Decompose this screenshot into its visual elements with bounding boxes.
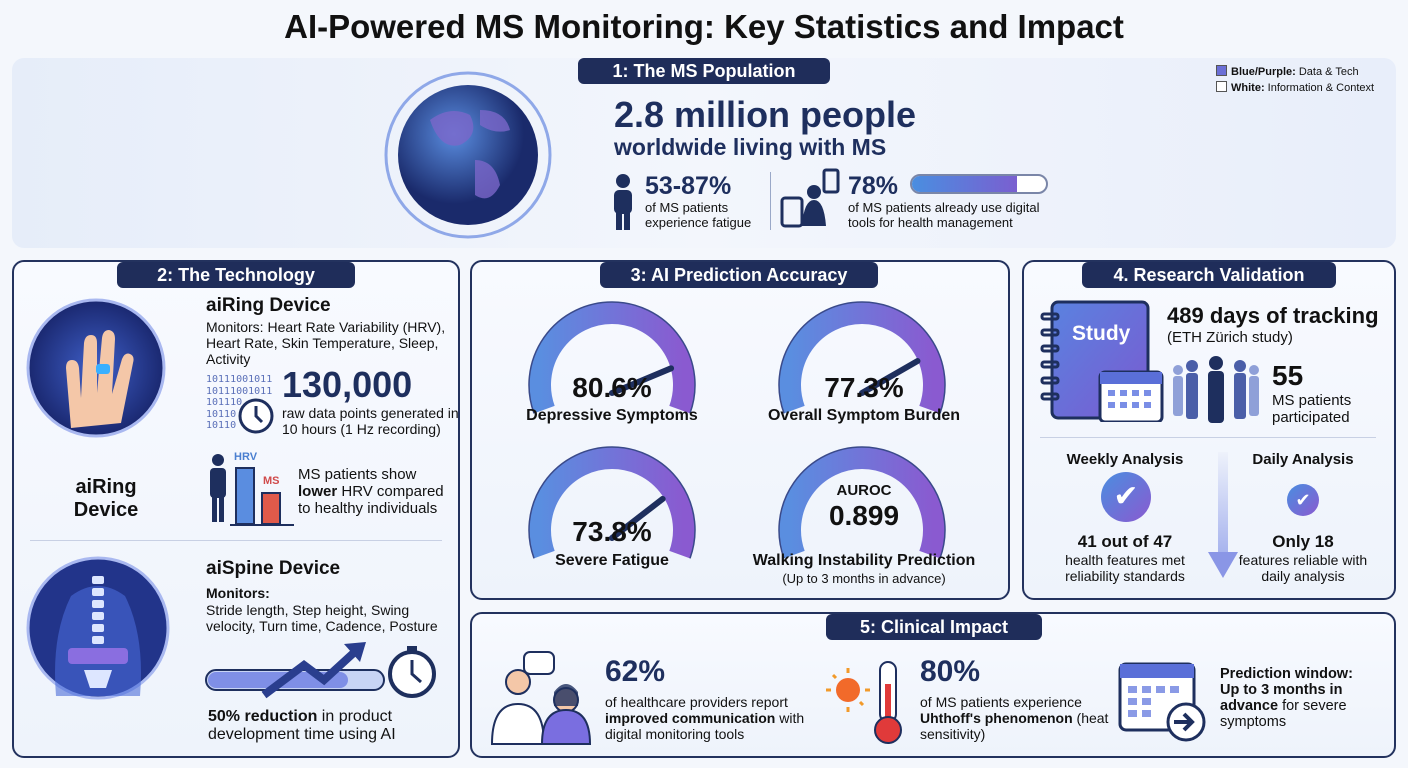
binary-line: 10110 [206, 408, 237, 420]
gauge-needle-overall [859, 358, 921, 396]
patients-count: 55 [1272, 360, 1304, 391]
communication-text: of healthcare providers report improved … [605, 694, 805, 742]
heat-text: of MS patients experience Uhthoff's phen… [920, 694, 1109, 742]
gauge-outline-walking [778, 446, 946, 559]
hrv-comparison-chart-icon [210, 454, 294, 526]
aispine-back-icon [26, 556, 170, 700]
section-divider [30, 540, 442, 541]
gauge-value-walking: 0.899 [828, 500, 900, 531]
digital-progress-bar [910, 174, 1048, 194]
study-name: (ETH Zürich study) [1167, 329, 1293, 346]
globe-icon [384, 71, 552, 239]
digital-percent: 78% [848, 172, 899, 200]
daily-check-icon: ✔ [1287, 484, 1319, 516]
section-5-header: 5: Clinical Impact [826, 614, 1042, 640]
section-1-header: 1: The MS Population [578, 58, 830, 84]
daily-title: Daily Analysis [1252, 451, 1354, 468]
aispine-title: aiSpine Device [206, 558, 341, 579]
airing-monitors: Monitors: Heart Rate Variability (HRV), … [206, 319, 446, 367]
section-3-header: 3: AI Prediction Accuracy [600, 262, 878, 288]
sun-thermometer-icon [826, 661, 902, 744]
speed-growth-icon [205, 642, 436, 699]
aispine-monitors-label: Monitors: [206, 585, 270, 601]
population-sub: worldwide living with MS [614, 134, 887, 160]
hrv-text: MS patients show lower HRV compared to h… [298, 466, 444, 517]
section-4-header: 4. Research Validation [1082, 262, 1336, 288]
study-notebook-icon [1040, 300, 1164, 422]
hrv-bar-label: HRV [234, 451, 258, 463]
doctor-patient-icon [490, 651, 592, 745]
fatigue-percent: 53-87% [645, 172, 732, 200]
page-title: AI-Powered MS Monitoring: Key Statistics… [284, 8, 1124, 45]
binary-data: 10111001011 10111001011 101110 10110 10110 [206, 374, 272, 432]
heat-percent: 80% [920, 655, 981, 688]
gauge-outline-overall [778, 301, 946, 414]
tracking-days: 489 days of tracking [1167, 303, 1379, 328]
weekly-number: 41 out of 47 [1077, 532, 1173, 551]
calendar-arrow-icon [1118, 662, 1206, 742]
gauge-value-overall: 77.3% [824, 372, 904, 403]
legend-item-white: White: Information & Context [1216, 80, 1374, 96]
weekly-title: Weekly Analysis [1066, 451, 1184, 468]
gauge-note-walking: (Up to 3 months in advance) [782, 571, 946, 586]
airing-hand-icon [26, 298, 166, 438]
prediction-window-text: Prediction window: Up to 3 months in adv… [1220, 666, 1353, 730]
gauge-arc-fatigue [529, 447, 695, 559]
binary-line: 101110 [206, 397, 243, 408]
gauge-prefix-auroc: AUROC [836, 482, 892, 499]
airing-image-label: aiRing Device [73, 476, 139, 521]
section-2-header: 2: The Technology [117, 262, 355, 288]
digital-progress-fill [912, 176, 1017, 192]
gauge-arc-walking [779, 447, 945, 559]
patients-text: MS patients participated [1272, 392, 1352, 426]
gauge-outline-depressive [528, 301, 696, 414]
color-legend: Blue/Purple: Data & Tech White: Informat… [1216, 64, 1374, 96]
gauge-needle-fatigue [609, 495, 666, 541]
section-prediction-accuracy [470, 260, 1010, 600]
gauge-value-depressive: 80.6% [572, 372, 652, 403]
study-book-label: Study [1072, 322, 1131, 345]
gauge-label-depressive: Depressive Symptoms [526, 407, 698, 424]
gauges [528, 301, 946, 559]
down-arrow-icon [1208, 452, 1238, 582]
section-divider [1040, 437, 1376, 438]
binary-line: 10111001011 [206, 385, 273, 397]
weekly-check-icon: ✔ [1101, 472, 1151, 522]
gauge-label-overall: Overall Symptom Burden [767, 407, 961, 424]
airing-title: aiRing Device [206, 295, 331, 316]
data-points-number: 130,000 [282, 364, 413, 405]
aispine-monitors: Stride length, Step height, Swing veloci… [206, 602, 438, 634]
daily-number: Only 18 [1272, 532, 1334, 551]
digital-devices-icon [780, 168, 840, 228]
weekly-text: health features met reliability standard… [1065, 552, 1185, 584]
population-headline: 2.8 million people [614, 94, 917, 135]
binary-line: 10111001011 [206, 374, 273, 385]
gauge-arc-depressive [529, 302, 695, 414]
communication-percent: 62% [605, 655, 666, 688]
patients-group-icon [1173, 356, 1259, 423]
binary-line: 10110 [206, 420, 237, 431]
gauge-label-fatigue: Severe Fatigue [555, 552, 669, 569]
clock-icon [238, 398, 274, 434]
divider [770, 172, 771, 230]
ms-bar-label: MS [263, 475, 280, 487]
daily-text: features reliable with daily analysis [1238, 552, 1368, 584]
gauge-needle-depressive [609, 365, 675, 396]
data-points-text: raw data points generated in 10 hours (1… [282, 405, 459, 437]
gauge-arc-overall [779, 302, 945, 414]
person-fatigue-icon [614, 174, 632, 230]
gauge-label-walking: Walking Instability Prediction [752, 552, 976, 569]
digital-text: of MS patients already use digital tools… [848, 200, 1040, 230]
fatigue-text: of MS patients experience fatigue [645, 200, 752, 230]
gauge-value-fatigue: 73.8% [572, 516, 652, 547]
gauge-outline-fatigue [528, 446, 696, 559]
reduction-text: 50% reduction in product development tim… [208, 708, 396, 743]
legend-item-blue: Blue/Purple: Data & Tech [1216, 64, 1374, 80]
section-population [12, 58, 1396, 248]
